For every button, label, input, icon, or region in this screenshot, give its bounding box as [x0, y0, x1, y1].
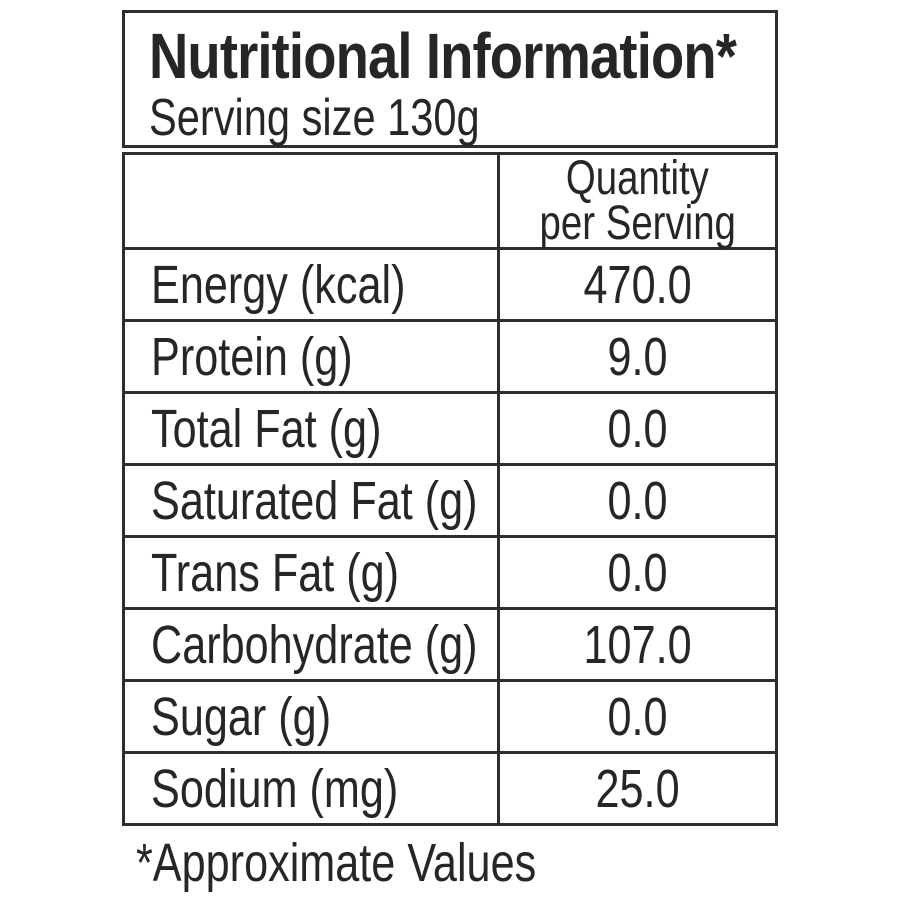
nutrient-value: 470.0: [583, 254, 692, 315]
label-title: Nutritional Information*: [149, 20, 737, 92]
nutrient-name-cell: Protein (g): [125, 322, 497, 391]
quantity-header-line1: Quantity: [565, 152, 709, 205]
nutrient-value-cell: 0.0: [496, 466, 775, 535]
quantity-header-line2: per Serving: [539, 197, 736, 250]
table-row: Saturated Fat (g) 0.0: [125, 463, 775, 535]
table-row: Total Fat (g) 0.0: [125, 391, 775, 463]
nutrient-name-cell: Carbohydrate (g): [125, 610, 497, 679]
nutrient-value-cell: 25.0: [496, 754, 775, 823]
nutrient-name: Saturated Fat (g): [151, 470, 478, 531]
nutrient-name: Carbohydrate (g): [151, 614, 478, 675]
header-empty-cell: [125, 155, 497, 247]
nutrient-value-cell: 0.0: [496, 394, 775, 463]
table-row: Sodium (mg) 25.0: [125, 751, 775, 823]
nutrient-name: Sodium (mg): [151, 758, 399, 819]
nutrition-table: Quantity per Serving Energy (kcal) 470.0…: [122, 152, 778, 826]
nutrient-value-cell: 0.0: [496, 682, 775, 751]
nutrient-value: 0.0: [607, 542, 668, 603]
nutrient-name: Protein (g): [151, 326, 353, 387]
nutrient-name-cell: Energy (kcal): [125, 250, 497, 319]
title-box: Nutritional Information* Serving size 13…: [122, 10, 778, 148]
footnote-text: *Approximate Values: [136, 833, 537, 893]
nutrient-value-cell: 470.0: [496, 250, 775, 319]
nutrient-value: 0.0: [607, 470, 668, 531]
nutrient-name: Energy (kcal): [151, 254, 406, 315]
footnote: *Approximate Values: [122, 834, 778, 892]
nutrient-value-cell: 9.0: [496, 322, 775, 391]
nutrient-value: 0.0: [607, 398, 668, 459]
nutrient-name-cell: Total Fat (g): [125, 394, 497, 463]
nutrient-name-cell: Sugar (g): [125, 682, 497, 751]
header-quantity-cell: Quantity per Serving: [496, 152, 775, 250]
table-row: Trans Fat (g) 0.0: [125, 535, 775, 607]
table-header-row: Quantity per Serving: [125, 152, 775, 250]
nutrient-name-cell: Trans Fat (g): [125, 538, 497, 607]
nutrient-value: 9.0: [607, 326, 668, 387]
nutrient-value-cell: 0.0: [496, 538, 775, 607]
nutrient-name-cell: Saturated Fat (g): [125, 466, 497, 535]
nutrition-label: Nutritional Information* Serving size 13…: [122, 10, 778, 892]
table-row: Energy (kcal) 470.0: [125, 247, 775, 319]
nutrient-name: Total Fat (g): [151, 398, 382, 459]
table-row: Protein (g) 9.0: [125, 319, 775, 391]
nutrient-name: Trans Fat (g): [151, 542, 400, 603]
nutrient-value-cell: 107.0: [496, 610, 775, 679]
table-row: Carbohydrate (g) 107.0: [125, 607, 775, 679]
serving-size-text: Serving size 130g: [149, 89, 480, 147]
nutrient-name-cell: Sodium (mg): [125, 754, 497, 823]
nutrient-value: 107.0: [583, 614, 692, 675]
serving-size: Serving size 130g: [149, 91, 761, 145]
nutrient-name: Sugar (g): [151, 686, 332, 747]
nutrient-value: 0.0: [607, 686, 668, 747]
nutrient-value: 25.0: [595, 758, 680, 819]
table-row: Sugar (g) 0.0: [125, 679, 775, 751]
